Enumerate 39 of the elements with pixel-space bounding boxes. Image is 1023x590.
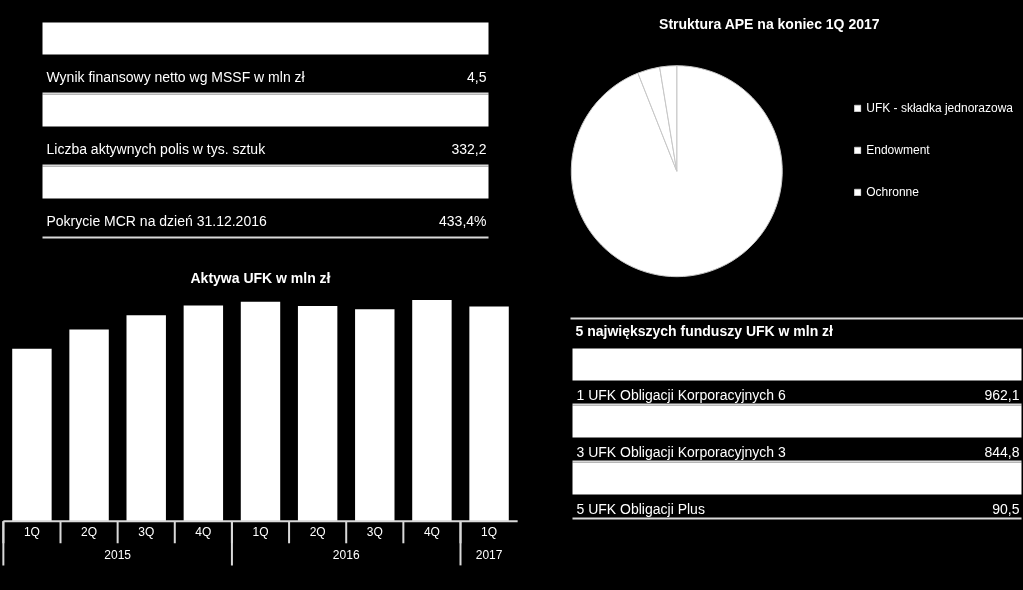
bar bbox=[126, 315, 166, 522]
data-label: 332,2 bbox=[451, 140, 487, 157]
text: 5 największych funduszy UFK w mln zł bbox=[575, 322, 834, 339]
text: 2015 bbox=[104, 547, 132, 562]
category-label: 1 UFK Obligacji Korporacyjnych 6 bbox=[576, 387, 787, 403]
x-tick-label: 3Q bbox=[366, 525, 383, 540]
bar bbox=[412, 300, 452, 522]
x-tick-label: 3Q bbox=[138, 525, 155, 540]
text: 2016 bbox=[332, 547, 360, 562]
bar bbox=[240, 301, 281, 522]
chart-title: Aktywa UFK w mln zł bbox=[190, 269, 331, 286]
bar bbox=[12, 348, 52, 522]
x-tick-label: 2Q bbox=[309, 525, 326, 540]
category-label: Pokrycie MCR na dzień 31.12.2016 bbox=[46, 212, 267, 229]
bar bbox=[297, 306, 338, 522]
x-tick-label: 1Q bbox=[252, 525, 269, 540]
text: 2017 bbox=[475, 547, 503, 562]
category-label: Wynik finansowy netto wg MSSF w mln zł bbox=[46, 68, 306, 85]
x-tick-label: 1Q bbox=[23, 525, 40, 540]
x-tick-label: 4Q bbox=[423, 525, 440, 540]
category-label: 3 UFK Obligacji Korporacyjnych 3 bbox=[576, 444, 787, 460]
data-label: 844,8 bbox=[984, 444, 1020, 460]
bar bbox=[355, 309, 395, 522]
bar bbox=[183, 305, 224, 522]
data-label: 4,5 bbox=[467, 68, 487, 85]
legend-label: Ochronne bbox=[866, 185, 919, 199]
x-tick-label: 1Q bbox=[481, 525, 498, 540]
x-tick-label: 2Q bbox=[81, 525, 98, 540]
x-tick-label: 4Q bbox=[195, 525, 212, 540]
category-label: 5 UFK Obligacji Plus bbox=[576, 501, 705, 517]
bar bbox=[69, 329, 109, 522]
legend-label: Endowment bbox=[866, 143, 930, 157]
chart-title: Struktura APE na koniec 1Q 2017 bbox=[659, 16, 880, 33]
category-label: Liczba aktywnych polis w tys. sztuk bbox=[46, 140, 267, 157]
data-label: 90,5 bbox=[992, 501, 1020, 517]
legend-label: UFK - składka jednorazowa bbox=[866, 101, 1013, 115]
bar bbox=[469, 306, 509, 522]
data-label: 962,1 bbox=[984, 387, 1020, 403]
data-label: 433,4% bbox=[439, 212, 487, 229]
